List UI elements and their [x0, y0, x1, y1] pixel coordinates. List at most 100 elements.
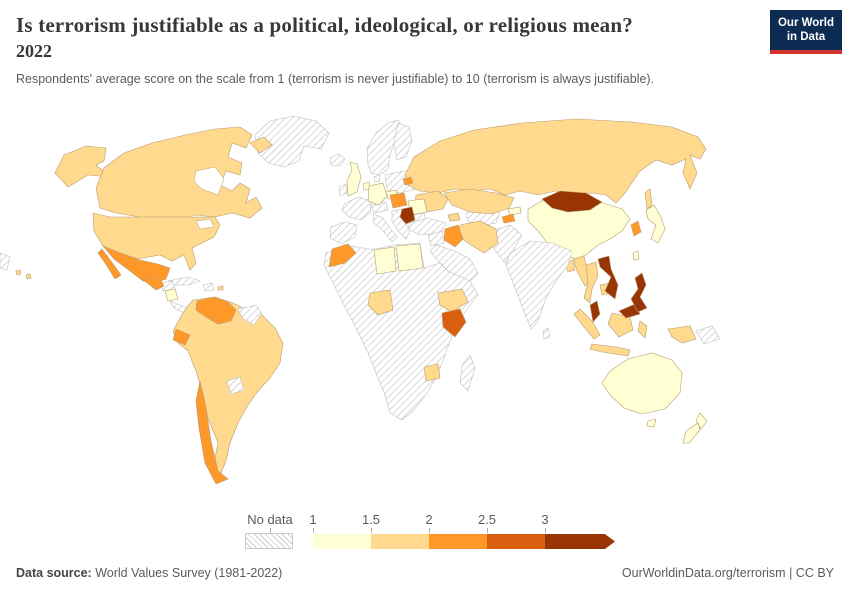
- country-west-papua[interactable]: [667, 325, 697, 344]
- country-afghanistan-pakistan[interactable]: [491, 224, 523, 264]
- country-japan[interactable]: [645, 204, 666, 244]
- legend-no-data[interactable]: No data: [245, 512, 295, 549]
- country-philippines[interactable]: [630, 272, 648, 313]
- country-nigeria[interactable]: [367, 289, 394, 316]
- legend-no-data-swatch: [245, 533, 293, 549]
- country-east-malaysia[interactable]: [618, 303, 641, 319]
- country-sulawesi[interactable]: [637, 320, 648, 339]
- country-mongolia[interactable]: [541, 190, 603, 213]
- country-madagascar[interactable]: [459, 354, 476, 392]
- country-puerto-rico[interactable]: [217, 285, 224, 291]
- country-ecuador[interactable]: [172, 328, 191, 346]
- country-sri-lanka[interactable]: [542, 327, 551, 340]
- country-papua-new-guinea[interactable]: [695, 325, 721, 345]
- country-paraguay[interactable]: [226, 376, 245, 395]
- country-iberia[interactable]: [329, 221, 358, 245]
- great-lakes: [195, 218, 215, 230]
- country-sakhalin[interactable]: [644, 188, 653, 210]
- chart-year: 2022: [16, 41, 52, 62]
- chart-title: Is terrorism justifiable as a political,…: [16, 13, 633, 37]
- country-australia[interactable]: [601, 352, 683, 415]
- legend-color-bar: [313, 534, 623, 549]
- country-taiwan[interactable]: [632, 250, 640, 261]
- legend-tick-label: 2.5: [477, 512, 497, 527]
- legend-bin-4[interactable]: [487, 534, 545, 549]
- country-vietnam[interactable]: [597, 255, 619, 300]
- country-nicaragua[interactable]: [164, 288, 179, 302]
- country-iraq[interactable]: [443, 224, 464, 248]
- legend-bin-2[interactable]: [371, 534, 429, 549]
- country-hispaniola[interactable]: [202, 282, 215, 292]
- country-libya[interactable]: [373, 246, 397, 275]
- legend-tick-label: 3: [541, 512, 549, 527]
- country-italy[interactable]: [372, 213, 398, 243]
- country-denmark[interactable]: [373, 174, 381, 183]
- country-ireland[interactable]: [338, 183, 348, 197]
- data-source-label: Data source:: [16, 566, 92, 580]
- legend-bin-3[interactable]: [429, 534, 487, 549]
- country-ethiopia[interactable]: [437, 288, 469, 313]
- country-new-zealand[interactable]: [682, 412, 708, 444]
- country-tajikistan[interactable]: [501, 213, 516, 224]
- country-france[interactable]: [341, 196, 372, 221]
- country-guatemala[interactable]: [145, 274, 165, 291]
- legend-scale-ticks: [313, 528, 623, 534]
- country-finland[interactable]: [393, 122, 413, 161]
- country-canada-arctic[interactable]: [249, 136, 273, 154]
- world-map: [0, 115, 721, 485]
- country-greenland[interactable]: [254, 115, 330, 168]
- legend-scale: 1 1.5 2 2.5 3: [309, 512, 623, 549]
- header: Is terrorism justifiable as a political,…: [16, 12, 756, 86]
- legend-bin-1[interactable]: [313, 534, 371, 549]
- legend-scale-labels: 1 1.5 2 2.5 3: [309, 512, 623, 528]
- country-iceland[interactable]: [329, 153, 346, 167]
- country-edge-sliver[interactable]: [0, 252, 11, 271]
- country-serbia[interactable]: [399, 206, 416, 225]
- footer: Data source: World Values Survey (1981-2…: [0, 566, 850, 580]
- country-baja-california[interactable]: [97, 248, 122, 280]
- country-guyanas[interactable]: [237, 304, 263, 326]
- country-tasmania[interactable]: [646, 418, 657, 428]
- country-united-kingdom[interactable]: [346, 161, 362, 197]
- legend-tick-label: 1: [309, 512, 317, 527]
- country-iran[interactable]: [457, 220, 499, 254]
- country-africa-mainland[interactable]: [323, 242, 479, 421]
- country-venezuela[interactable]: [195, 296, 237, 325]
- country-java[interactable]: [589, 343, 631, 357]
- country-india[interactable]: [505, 240, 573, 330]
- country-russia[interactable]: [404, 118, 707, 204]
- country-thailand[interactable]: [583, 261, 599, 304]
- legend-no-data-tick: [269, 528, 271, 533]
- legend-tick-label: 2: [425, 512, 433, 527]
- country-south-korea[interactable]: [630, 220, 642, 237]
- data-source: Data source: World Values Survey (1981-2…: [16, 566, 282, 580]
- country-peninsular-malaysia[interactable]: [589, 300, 601, 323]
- country-kazakhstan[interactable]: [443, 188, 515, 215]
- country-kenya[interactable]: [441, 308, 467, 338]
- data-source-text: World Values Survey (1981-2022): [91, 566, 283, 580]
- country-sumatra[interactable]: [573, 308, 601, 340]
- country-germany[interactable]: [367, 182, 388, 206]
- hudson-bay: [193, 166, 225, 196]
- legend-tick-label: 1.5: [361, 512, 381, 527]
- country-canada[interactable]: [95, 126, 263, 222]
- country-syria-jordan[interactable]: [427, 230, 445, 247]
- country-hawaii[interactable]: [15, 269, 32, 280]
- country-mexico[interactable]: [102, 245, 171, 285]
- country-lithuania[interactable]: [402, 176, 414, 186]
- country-chile[interactable]: [195, 380, 229, 485]
- country-morocco[interactable]: [328, 243, 357, 268]
- country-zimbabwe[interactable]: [423, 363, 441, 382]
- footer-attribution[interactable]: OurWorldinData.org/terrorism | CC BY: [621, 566, 834, 580]
- country-egypt[interactable]: [395, 243, 424, 272]
- legend-bin-5-arrow[interactable]: [545, 534, 615, 549]
- country-alaska[interactable]: [54, 145, 111, 188]
- country-slovakia-hungary[interactable]: [389, 192, 408, 209]
- owid-logo[interactable]: Our World in Data: [770, 10, 842, 54]
- country-caucasus[interactable]: [447, 212, 461, 222]
- owid-logo-box: Our World in Data: [770, 10, 842, 50]
- country-kyrgyzstan[interactable]: [507, 206, 522, 216]
- owid-logo-red-strip: [770, 49, 842, 54]
- legend-no-data-label: No data: [247, 512, 293, 527]
